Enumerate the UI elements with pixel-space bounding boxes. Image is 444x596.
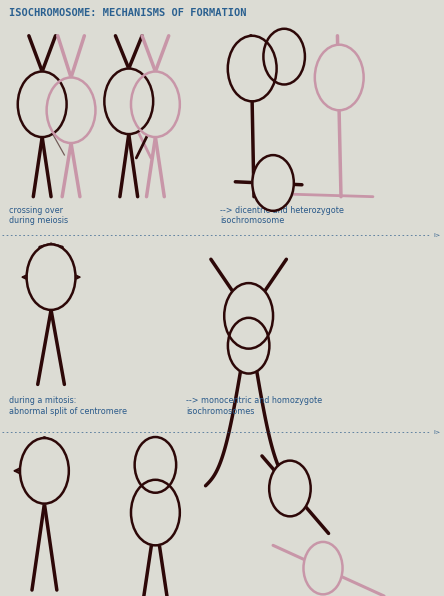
Circle shape (27, 244, 75, 310)
Text: crossing over
during meiosis: crossing over during meiosis (9, 206, 68, 225)
Text: ISOCHROMOSOME: MECHANISMS OF FORMATION: ISOCHROMOSOME: MECHANISMS OF FORMATION (9, 8, 246, 18)
Circle shape (263, 29, 305, 85)
Circle shape (131, 72, 180, 137)
Circle shape (224, 283, 273, 349)
Text: I>: I> (433, 233, 440, 238)
Text: --> dicentric and heterozygote
isochromosome: --> dicentric and heterozygote isochromo… (220, 206, 344, 225)
Text: I>: I> (433, 430, 440, 434)
Circle shape (228, 36, 277, 101)
Circle shape (47, 77, 95, 143)
Circle shape (135, 437, 176, 493)
Text: during a mitosis:
abnormal split of centromere: during a mitosis: abnormal split of cent… (9, 396, 127, 416)
Circle shape (18, 72, 67, 137)
Circle shape (20, 438, 69, 504)
Circle shape (131, 480, 180, 545)
Circle shape (304, 542, 343, 594)
Circle shape (104, 69, 153, 134)
Circle shape (252, 155, 294, 211)
Circle shape (315, 45, 364, 110)
Circle shape (228, 318, 270, 374)
Text: --> monocentric and homozygote
isochromosomes: --> monocentric and homozygote isochromo… (186, 396, 323, 416)
Circle shape (269, 461, 311, 516)
